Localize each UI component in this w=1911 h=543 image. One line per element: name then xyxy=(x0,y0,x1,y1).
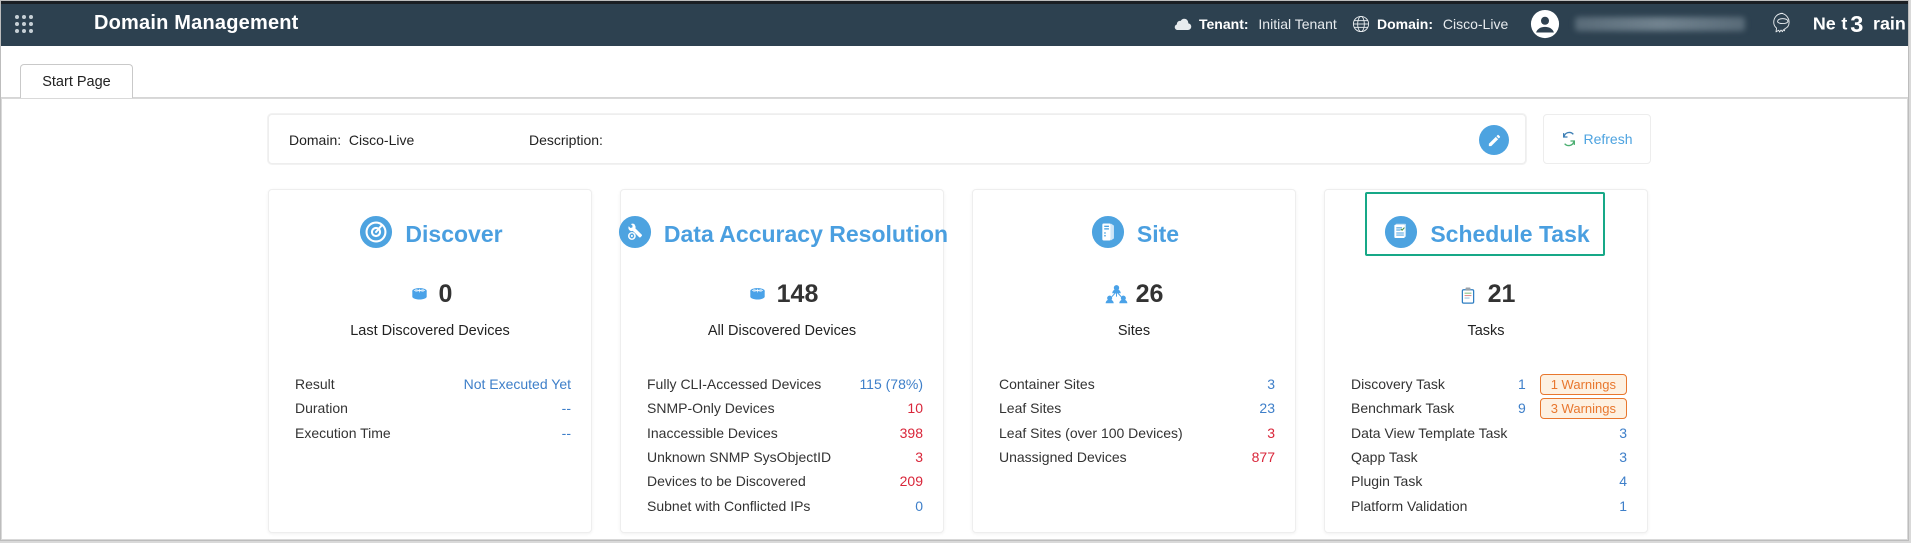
svg-text:Ne: Ne xyxy=(1813,13,1836,33)
svg-text:rain: rain xyxy=(1873,13,1906,33)
svg-text:t: t xyxy=(1841,13,1847,33)
svg-text:3: 3 xyxy=(1850,11,1863,37)
